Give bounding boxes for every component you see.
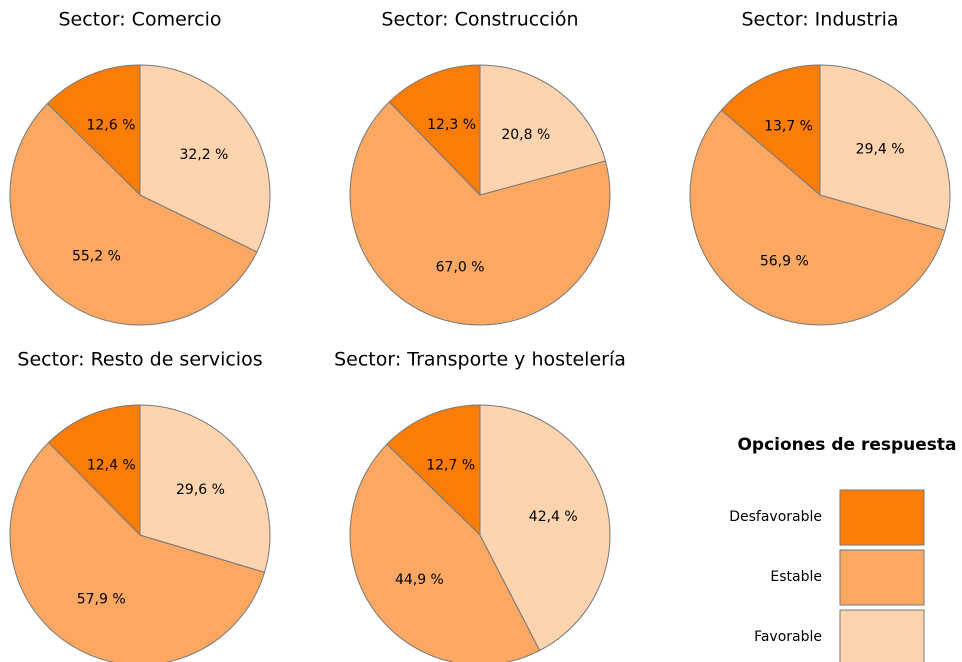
legend-swatch bbox=[839, 609, 925, 662]
slice-label: 29,4 % bbox=[856, 142, 905, 158]
slice-label: 32,2 % bbox=[179, 147, 228, 163]
legend-label: Desfavorable bbox=[729, 509, 822, 525]
slice-label: 55,2 % bbox=[72, 249, 121, 265]
legend-label: Favorable bbox=[754, 629, 822, 645]
pie-slice bbox=[47, 404, 141, 537]
slice-label: 12,4 % bbox=[87, 457, 136, 473]
legend-title: Opciones de respuesta bbox=[737, 435, 956, 455]
chart-title: Sector: Comercio bbox=[58, 9, 221, 31]
pie-slice bbox=[9, 102, 258, 326]
slice-label: 12,7 % bbox=[426, 458, 475, 474]
legend-swatch bbox=[839, 549, 925, 606]
pie-slice bbox=[349, 443, 541, 662]
slice-label: 57,9 % bbox=[77, 592, 126, 608]
slice-label: 29,6 % bbox=[176, 482, 225, 498]
pie-slice bbox=[689, 109, 946, 326]
pie-slice bbox=[139, 64, 271, 253]
pie-slice bbox=[819, 64, 951, 232]
slice-label: 12,3 % bbox=[427, 117, 476, 133]
pie-slice bbox=[720, 64, 821, 197]
legend-swatch bbox=[839, 489, 925, 546]
slice-label: 13,7 % bbox=[764, 118, 813, 134]
slice-label: 44,9 % bbox=[395, 572, 444, 588]
pie-slice bbox=[46, 64, 141, 197]
pie-slice bbox=[479, 64, 607, 196]
chart-title: Sector: Construcción bbox=[381, 9, 578, 31]
pie-slice bbox=[386, 404, 481, 537]
pie-slice bbox=[349, 101, 611, 326]
slice-label: 12,6 % bbox=[86, 117, 135, 133]
legend-label: Estable bbox=[770, 569, 822, 585]
slice-label: 67,0 % bbox=[436, 260, 485, 276]
slice-label: 42,4 % bbox=[529, 509, 578, 525]
pie-slice bbox=[139, 404, 271, 573]
chart-title: Sector: Transporte y hostelería bbox=[334, 349, 626, 371]
pie-slice bbox=[479, 404, 611, 652]
chart-title: Sector: Resto de servicios bbox=[17, 349, 262, 371]
chart-title: Sector: Industria bbox=[741, 9, 898, 31]
pie-slice bbox=[9, 441, 266, 662]
slice-label: 56,9 % bbox=[760, 253, 809, 269]
slice-label: 20,8 % bbox=[501, 127, 550, 143]
pie-slice bbox=[388, 64, 481, 197]
